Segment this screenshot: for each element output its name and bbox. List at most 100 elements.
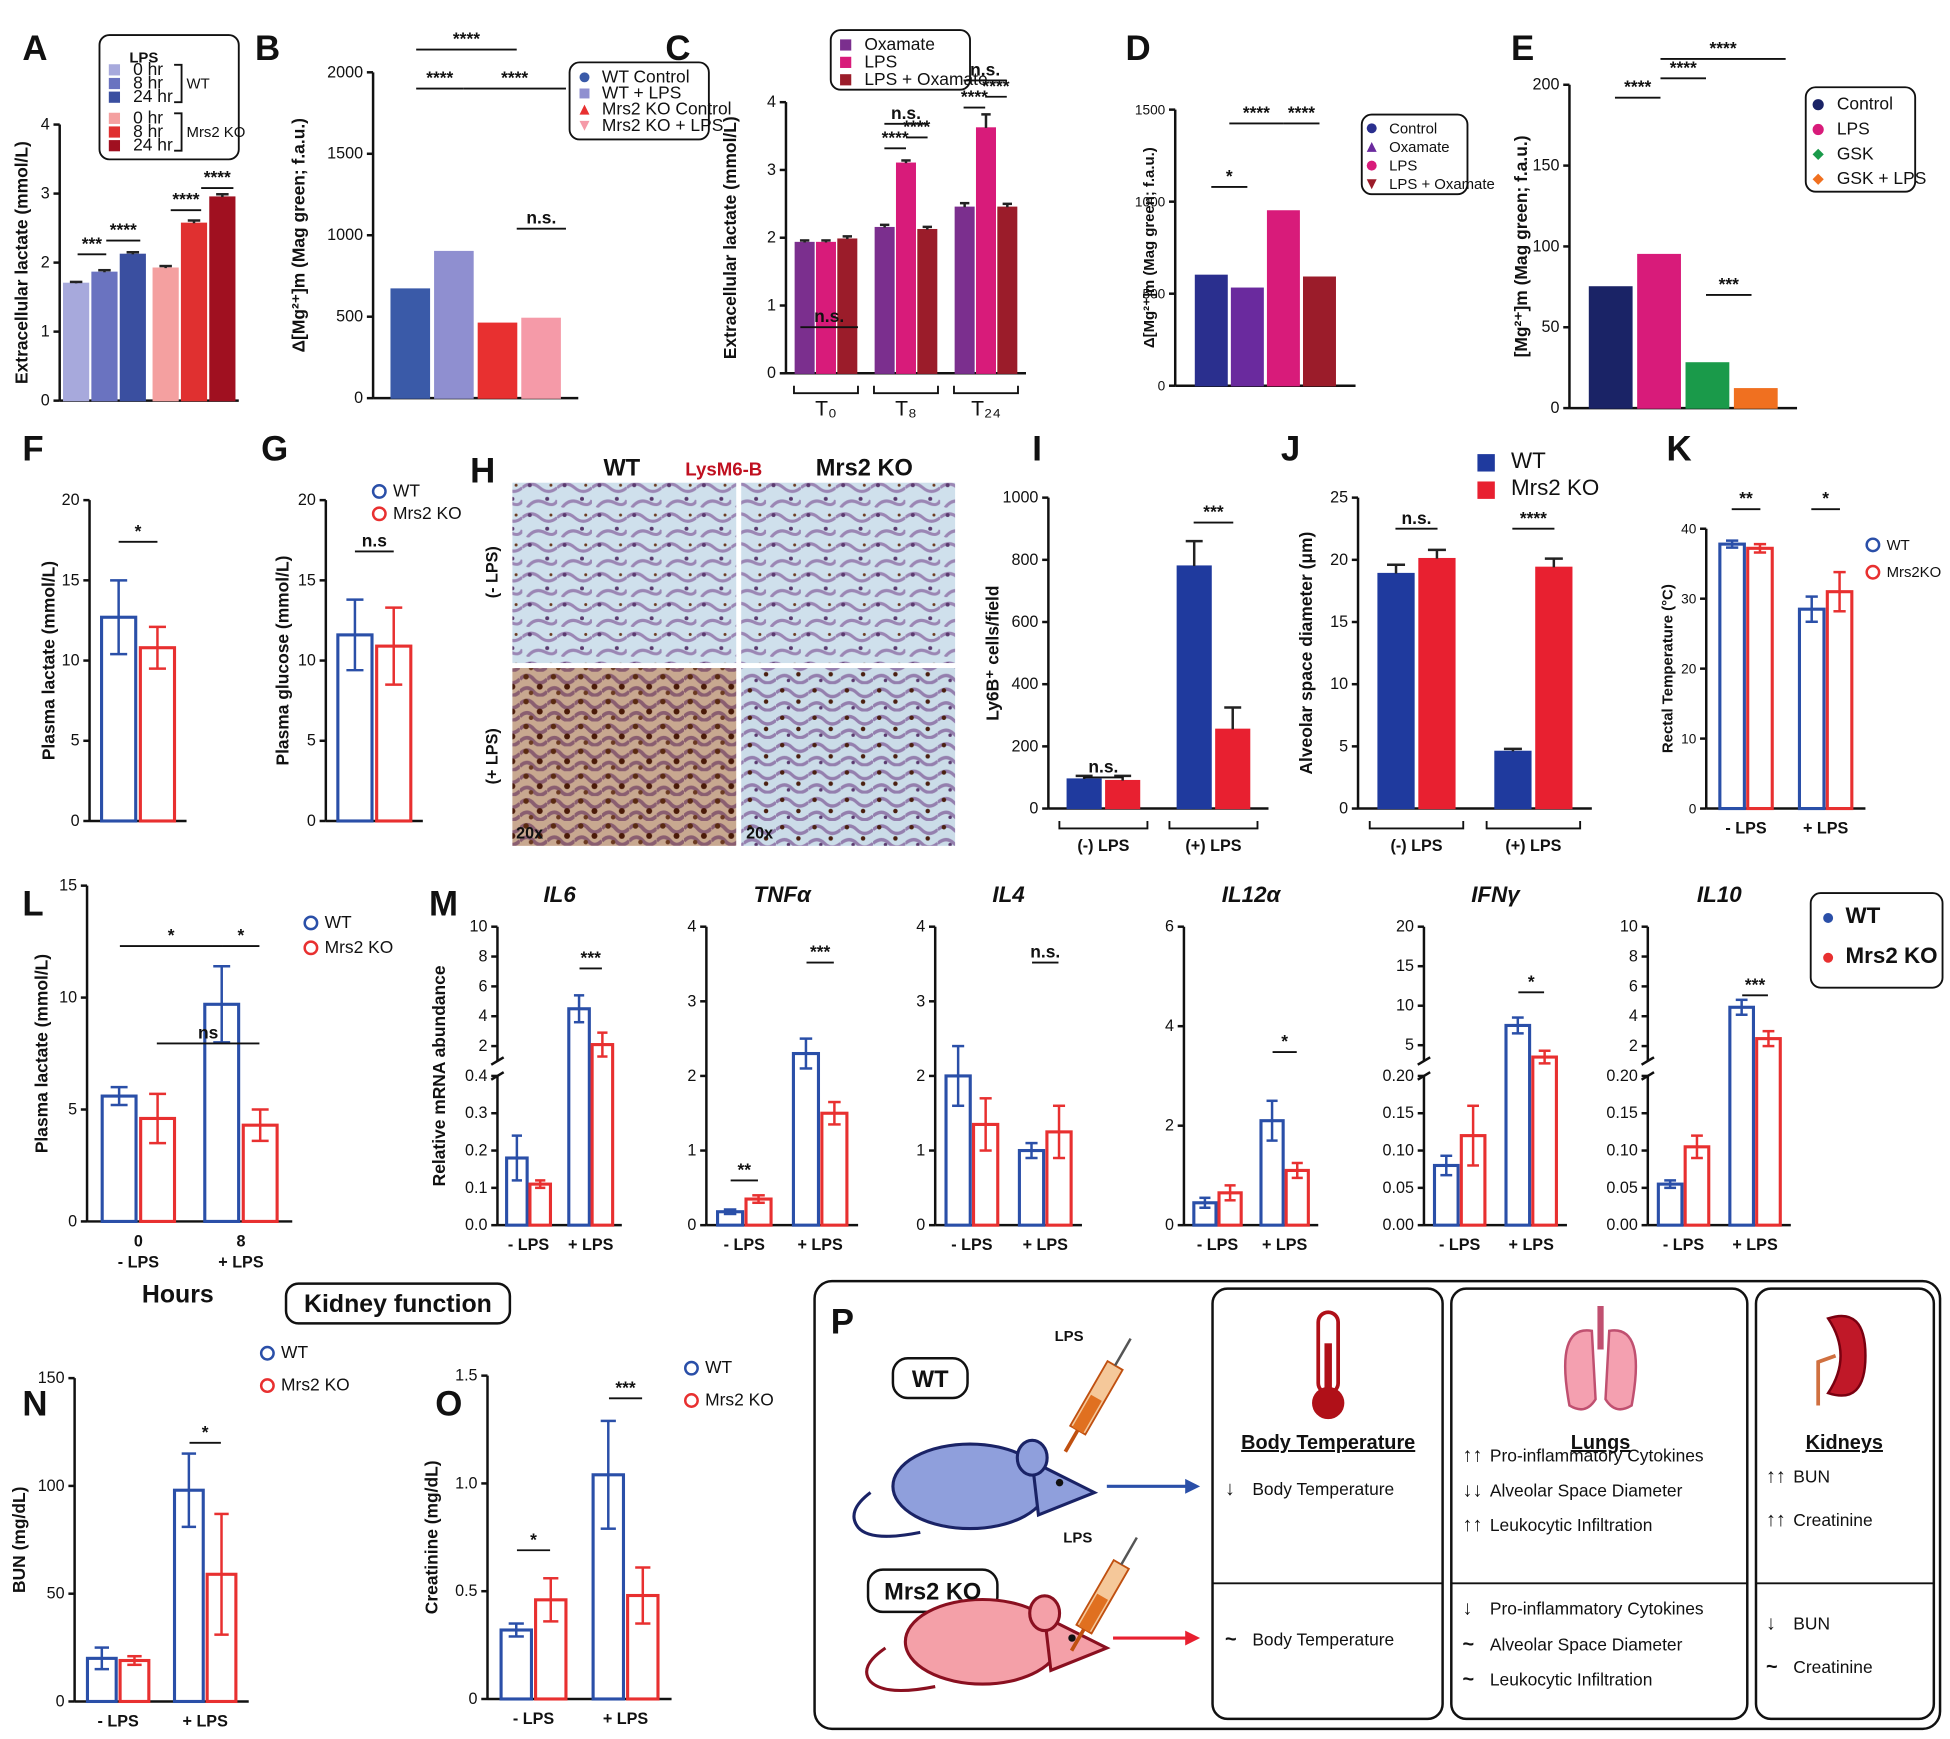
injection-label: LPS bbox=[1063, 1529, 1092, 1546]
y-tick-label: 5 bbox=[307, 732, 316, 750]
bar bbox=[434, 250, 474, 399]
micrograph-tile bbox=[512, 482, 737, 664]
x-tick-label: (-) LPS bbox=[1390, 837, 1442, 855]
chart-title: IL10 bbox=[1697, 882, 1742, 907]
legend-marker bbox=[259, 1378, 275, 1394]
legend-label: WT bbox=[1887, 537, 1910, 554]
y-tick-label: 0.15 bbox=[1383, 1104, 1414, 1122]
x-tick-label: 8 bbox=[236, 1232, 245, 1250]
panel-letter: E bbox=[1511, 29, 1534, 68]
y-tick-label: 2 bbox=[687, 1067, 696, 1085]
y-tick-label: 0 bbox=[71, 812, 80, 830]
column-label: LysM6-B bbox=[685, 458, 762, 479]
y-axis-label: Relative mRNA abundance bbox=[429, 965, 449, 1186]
bar bbox=[1377, 572, 1415, 810]
panel-letter: I bbox=[1032, 429, 1042, 468]
x-axis-label: Hours bbox=[142, 1280, 214, 1308]
micrograph-tile bbox=[512, 668, 737, 846]
significance-label: **** bbox=[501, 68, 528, 88]
x-tick-label: (+) LPS bbox=[1505, 837, 1561, 855]
legend-label: 0 hr bbox=[133, 59, 163, 79]
y-tick-label: 25 bbox=[1330, 489, 1348, 507]
legend-label: WT bbox=[325, 912, 352, 932]
category-bracket bbox=[873, 385, 939, 395]
y-tick-label: 0 bbox=[1158, 379, 1166, 394]
panel-letter: J bbox=[1281, 429, 1300, 468]
x-tick-label: - LPS bbox=[513, 1710, 555, 1728]
y-tick-label: 4 bbox=[479, 1007, 488, 1025]
x-tick-label: + LPS bbox=[603, 1710, 649, 1728]
bar bbox=[1215, 728, 1251, 810]
legend-marker bbox=[1812, 99, 1824, 111]
trend-text: BUN bbox=[1793, 1613, 1830, 1633]
y-tick-label: 3 bbox=[687, 992, 696, 1010]
legend-label: LPS + Oxamate bbox=[864, 69, 987, 89]
mouse-wt bbox=[852, 1438, 1099, 1538]
y-tick-label: 0 bbox=[1165, 1216, 1174, 1234]
legend-marker bbox=[303, 940, 319, 956]
legend-label: Mrs2 KO bbox=[325, 937, 394, 957]
y-tick-label: 5 bbox=[1405, 1036, 1414, 1054]
y-tick-label: 1 bbox=[41, 323, 50, 341]
kidney-icon bbox=[1816, 1314, 1867, 1406]
legend-label: GSK bbox=[1837, 143, 1874, 163]
y-tick-label: 3 bbox=[767, 161, 776, 179]
y-tick-label: 2 bbox=[1629, 1037, 1638, 1055]
bar bbox=[1728, 1005, 1756, 1227]
trend-text: Body Temperature bbox=[1252, 1479, 1394, 1499]
trend-text: Body Temperature bbox=[1252, 1630, 1394, 1650]
y-axis-label: Δ[Mg²⁺]m (Mag green; f.a.u.) bbox=[1141, 147, 1158, 348]
legend-swatch bbox=[108, 91, 121, 103]
bar bbox=[954, 206, 975, 374]
x-tick-label: - LPS bbox=[508, 1236, 550, 1254]
legend-group: WT bbox=[187, 75, 210, 92]
section-label: Kidney function bbox=[304, 1290, 492, 1318]
trend-text: Alveolar Space Diameter bbox=[1490, 1634, 1683, 1654]
y-tick-label: 0 bbox=[1339, 800, 1348, 818]
syringe bbox=[1069, 1536, 1138, 1652]
y-tick-label: 800 bbox=[1011, 551, 1038, 569]
y-tick-label: 50 bbox=[47, 1585, 65, 1603]
x-tick-label: - LPS bbox=[724, 1236, 766, 1254]
bar bbox=[1176, 565, 1212, 810]
y-tick-label: 0.00 bbox=[1383, 1216, 1414, 1234]
trend-text: Pro-inflammatory Cytokines bbox=[1490, 1598, 1704, 1618]
bar bbox=[528, 1182, 553, 1227]
bar bbox=[63, 282, 90, 402]
panel-letter: H bbox=[470, 452, 495, 491]
thermometer-icon bbox=[1312, 1310, 1345, 1420]
y-tick-label: 1 bbox=[687, 1142, 696, 1160]
y-tick-label: 15 bbox=[298, 571, 316, 589]
bar bbox=[1588, 286, 1633, 409]
legend-swatch bbox=[108, 77, 121, 90]
significance-label: **** bbox=[882, 127, 909, 147]
bar bbox=[794, 241, 815, 374]
x-tick-label: + LPS bbox=[797, 1236, 843, 1254]
y-tick-label: 0 bbox=[916, 1216, 925, 1234]
y-tick-label: 0.4 bbox=[465, 1067, 487, 1085]
x-tick-label: - LPS bbox=[951, 1236, 993, 1254]
y-tick-label: 0 bbox=[767, 364, 776, 382]
x-tick-label: + LPS bbox=[1262, 1236, 1308, 1254]
legend-box bbox=[98, 34, 240, 161]
bar bbox=[975, 127, 996, 374]
legend-label: Mrs2 KO bbox=[281, 1375, 350, 1395]
legend-marker bbox=[1812, 123, 1824, 136]
y-tick-label: 10 bbox=[59, 989, 77, 1007]
chart-title: IL6 bbox=[543, 882, 576, 907]
y-tick-label: 1000 bbox=[1002, 489, 1038, 507]
panel-letter: P bbox=[831, 1302, 854, 1341]
legend-label: LPS bbox=[1837, 119, 1870, 139]
significance-label: **** bbox=[172, 189, 199, 209]
y-tick-label: 0 bbox=[1689, 802, 1697, 817]
axis-break bbox=[1640, 1056, 1655, 1066]
legend-label: Mrs2 KO bbox=[705, 1389, 774, 1409]
y-tick-label: 6 bbox=[1629, 977, 1638, 995]
bar bbox=[1733, 388, 1778, 409]
panel-letter: D bbox=[1125, 29, 1150, 68]
legend-label: Mrs2 KO + LPS bbox=[602, 115, 723, 135]
y-tick-label: 2 bbox=[916, 1067, 925, 1085]
legend-label: WT bbox=[393, 480, 420, 500]
y-tick-label: 0.3 bbox=[465, 1104, 487, 1122]
legend-label: Mrs2 KO bbox=[1846, 943, 1938, 968]
